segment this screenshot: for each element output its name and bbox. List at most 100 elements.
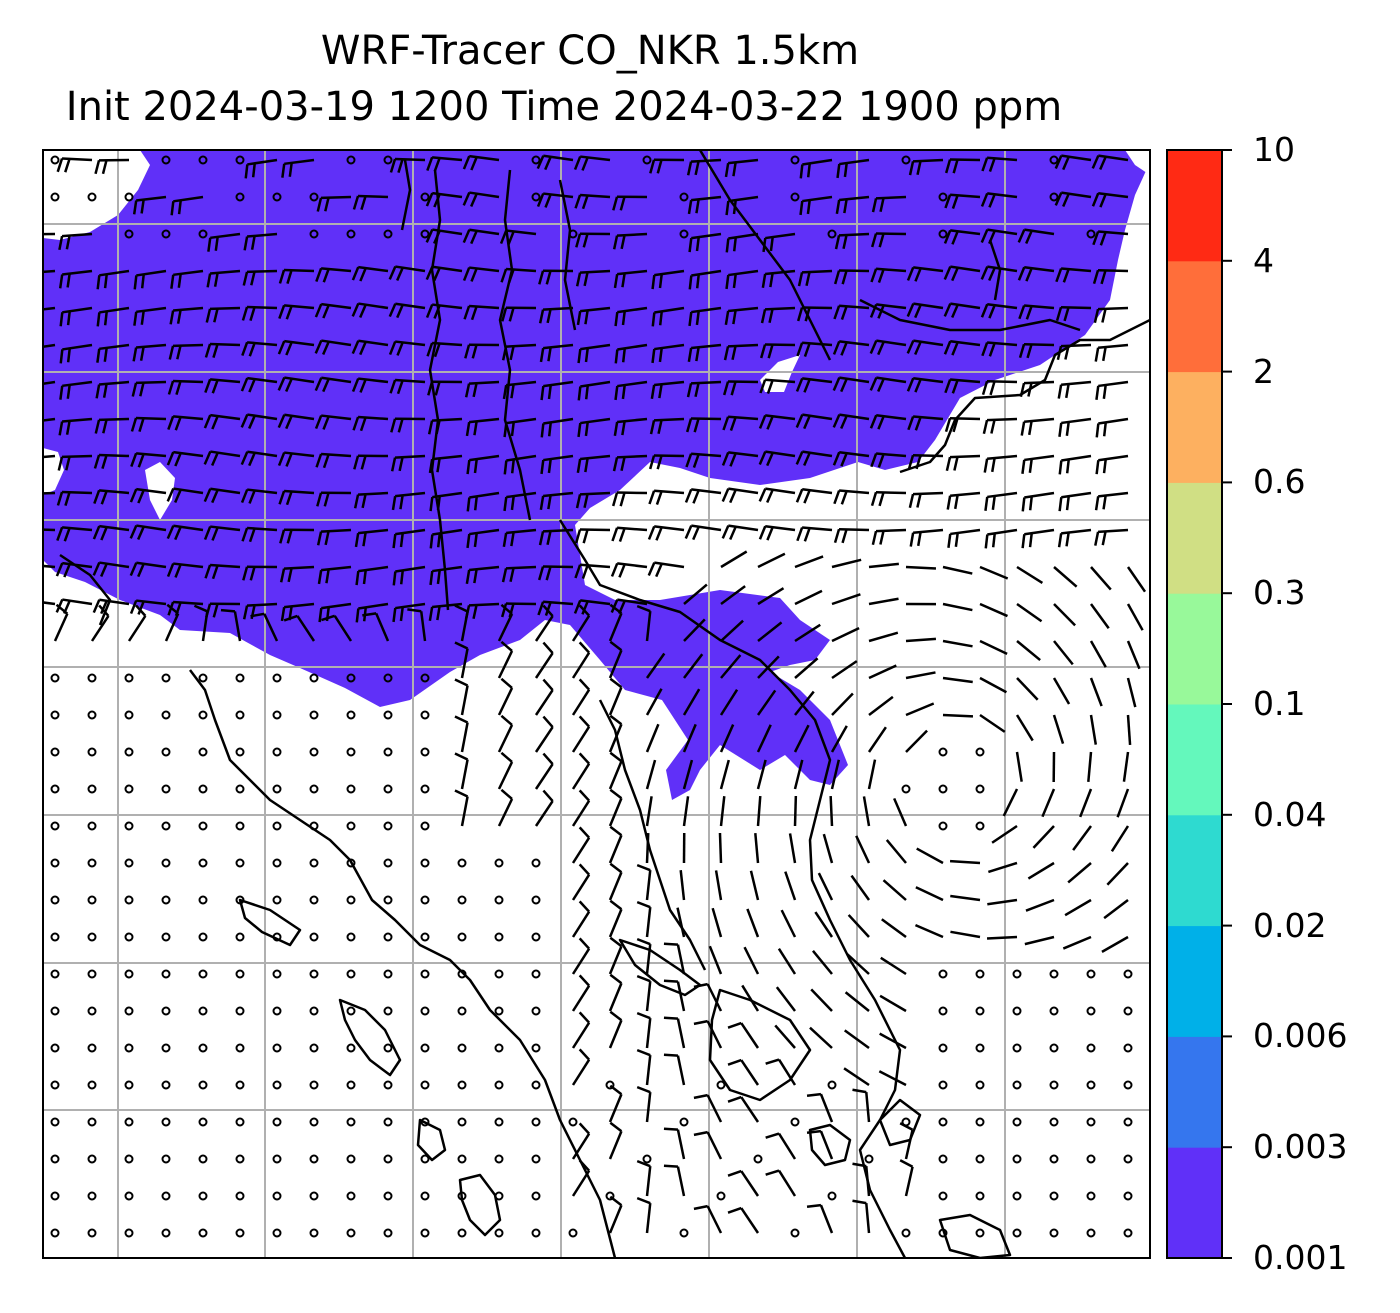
wind-barb-flag: [323, 492, 330, 507]
calm-wind-circle: [272, 673, 282, 683]
wind-barb: [247, 232, 278, 238]
wind-barb-flag: [503, 423, 508, 438]
wind-barb: [811, 950, 833, 975]
calm-wind-circle: [901, 784, 911, 794]
wind-barb: [99, 489, 130, 495]
wind-barb-flag: [1055, 268, 1063, 283]
wind-barb: [468, 304, 500, 310]
wind-barb-flag: [93, 489, 101, 504]
wind-barb-flag: [648, 490, 656, 505]
calm-wind-circle: [161, 1228, 171, 1238]
wind-barb-flag: [1057, 384, 1063, 399]
wind-barb-flag: [204, 564, 212, 579]
wind-barb-flag: [833, 270, 841, 285]
wind-barb-flag: [211, 452, 219, 466]
wind-barb: [608, 1019, 623, 1049]
calm-wind-circle: [938, 969, 948, 979]
calm-wind-circle: [901, 155, 911, 165]
wind-barb-flag: [578, 1122, 591, 1135]
wind-barb-flag: [916, 493, 922, 508]
calm-wind-circle: [50, 895, 60, 905]
wind-barb-flag: [760, 309, 767, 324]
wind-barb: [617, 380, 648, 388]
wind-barb-flag: [472, 604, 478, 619]
wind-barb-flag: [947, 533, 952, 548]
wind-barb-flag: [908, 493, 915, 509]
wind-barb-flag: [1025, 230, 1033, 245]
calm-wind-circle: [494, 969, 504, 979]
calm-wind-circle: [1012, 1043, 1022, 1053]
calm-wind-circle: [235, 710, 245, 720]
wind-barb-flag: [619, 196, 626, 211]
wind-barb-flag: [388, 341, 397, 356]
wind-barb: [1062, 935, 1092, 950]
wind-barb-flag: [203, 488, 212, 503]
calm-wind-circle: [235, 895, 245, 905]
wind-barb: [950, 894, 981, 902]
wind-barb-flag: [692, 453, 700, 468]
calm-wind-circle: [457, 969, 467, 979]
wind-barb: [905, 565, 937, 570]
wind-barb-flag: [508, 307, 515, 322]
calm-wind-circle: [975, 1080, 985, 1090]
wind-barb-flag: [454, 641, 469, 650]
wind-barb-flag: [96, 348, 101, 363]
calm-wind-circle: [346, 229, 356, 239]
wind-barb-flag: [96, 275, 101, 290]
wind-barb-flag: [584, 421, 589, 437]
wind-barb-flag: [843, 162, 848, 178]
wind-barb: [1027, 861, 1055, 880]
calm-wind-circle: [161, 229, 171, 239]
wind-barb-flag: [954, 532, 959, 547]
wind-barb: [419, 611, 427, 642]
wind-barb: [43, 564, 56, 569]
wind-barb-flag: [211, 415, 219, 430]
wind-barb-flag: [1027, 382, 1033, 397]
wind-barb: [950, 491, 981, 497]
colorbar-tick-label: 2: [1253, 351, 1274, 391]
calm-wind-circle: [938, 747, 948, 757]
wind-barb-flag: [470, 156, 478, 171]
wind-barb: [209, 342, 241, 347]
calm-wind-circle: [1012, 1154, 1022, 1164]
wind-barb: [676, 981, 686, 1012]
calm-wind-circle: [420, 821, 430, 831]
wind-barb: [1053, 566, 1078, 588]
wind-barb: [43, 380, 56, 386]
wind-barb-flag: [322, 415, 330, 430]
wind-barb-flag: [101, 454, 108, 470]
wind-barb: [358, 528, 389, 535]
wind-barb: [172, 343, 204, 348]
calm-wind-circle: [1012, 1006, 1022, 1016]
wind-barb-flag: [721, 488, 730, 502]
wind-barb-flag: [537, 601, 545, 616]
wind-barb-flag: [538, 531, 545, 546]
calm-wind-circle: [938, 192, 948, 202]
calm-wind-circle: [198, 895, 208, 905]
calm-wind-circle: [531, 155, 541, 165]
wind-barb: [986, 417, 1018, 422]
wind-barb-flag: [852, 1199, 867, 1205]
wind-barb: [645, 1018, 652, 1049]
calm-wind-circle: [1049, 1006, 1059, 1016]
calm-wind-circle: [531, 192, 541, 202]
calm-wind-circle: [235, 1006, 245, 1016]
map-gridlines: [43, 150, 1150, 1258]
wind-barb-flag: [212, 603, 219, 618]
wind-barb-flag: [507, 230, 515, 245]
wind-barb: [617, 269, 648, 276]
wind-barb-flag: [248, 528, 256, 543]
wind-barb-flag: [769, 273, 774, 288]
wind-barb-flag: [131, 382, 138, 397]
wind-barb-flag: [658, 273, 663, 289]
wind-barb-flag: [279, 529, 286, 544]
wind-barb-flag: [799, 200, 804, 216]
wind-barb-flag: [462, 155, 471, 170]
wind-barb-flag: [795, 451, 804, 465]
wind-barb-flag: [94, 419, 101, 434]
wind-barb-flag: [137, 489, 145, 504]
calm-wind-circle: [124, 1191, 134, 1201]
wind-barb-flag: [355, 571, 360, 586]
wind-barb-flag: [285, 491, 293, 506]
wind-barb: [793, 759, 804, 790]
